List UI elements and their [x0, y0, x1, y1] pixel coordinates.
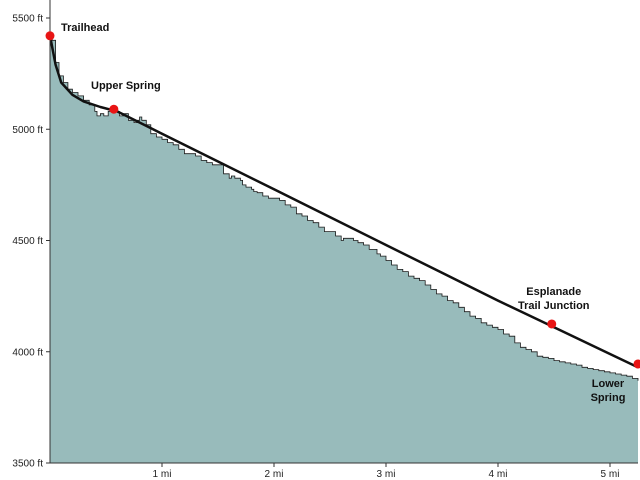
y-axis-ticks: 3500 ft 4000 ft 4500 ft 5000 ft 5500 ft	[12, 14, 50, 470]
waypoint-label: Esplanade Trail Junction	[518, 286, 590, 312]
waypoint-label-line: Esplanade	[526, 286, 581, 298]
terrain-area	[50, 35, 638, 464]
waypoint-marker	[45, 31, 55, 41]
x-tick-label: 2 mi	[265, 469, 284, 480]
y-tick-label: 4500 ft	[12, 236, 43, 247]
x-tick-label: 1 mi	[153, 469, 172, 480]
waypoint-label-line: Lower	[592, 378, 625, 390]
y-tick-label: 4000 ft	[12, 347, 43, 358]
y-tick-label: 3500 ft	[12, 459, 43, 470]
waypoint-marker	[547, 319, 557, 329]
plot-area	[48, 35, 639, 464]
axes	[49, 0, 638, 464]
waypoint-label-line: Trailhead	[61, 22, 109, 34]
terrain-outline	[50, 35, 639, 381]
x-tick-label: 5 mi	[601, 469, 620, 480]
y-tick-label: 5000 ft	[12, 125, 43, 136]
y-tick-label: 5500 ft	[12, 14, 43, 25]
waypoint-label-line: Upper Spring	[91, 80, 161, 92]
grade-line	[48, 35, 639, 369]
x-tick-label: 4 mi	[489, 469, 508, 480]
waypoint-marker	[633, 359, 640, 369]
waypoint-label-line: Spring	[591, 392, 626, 404]
waypoints: Trailhead Upper Spring Esplanade Trail Junc…	[45, 22, 640, 404]
waypoint-label: Upper Spring	[91, 80, 161, 92]
waypoint-label: Lower Spring	[591, 378, 626, 404]
x-axis-ticks: 1 mi 2 mi 3 mi 4 mi 5 mi	[153, 463, 620, 480]
waypoint-label-line: Trail Junction	[518, 300, 590, 312]
waypoint-label: Trailhead	[61, 22, 109, 34]
waypoint-marker	[109, 104, 119, 114]
x-tick-label: 3 mi	[377, 469, 396, 480]
